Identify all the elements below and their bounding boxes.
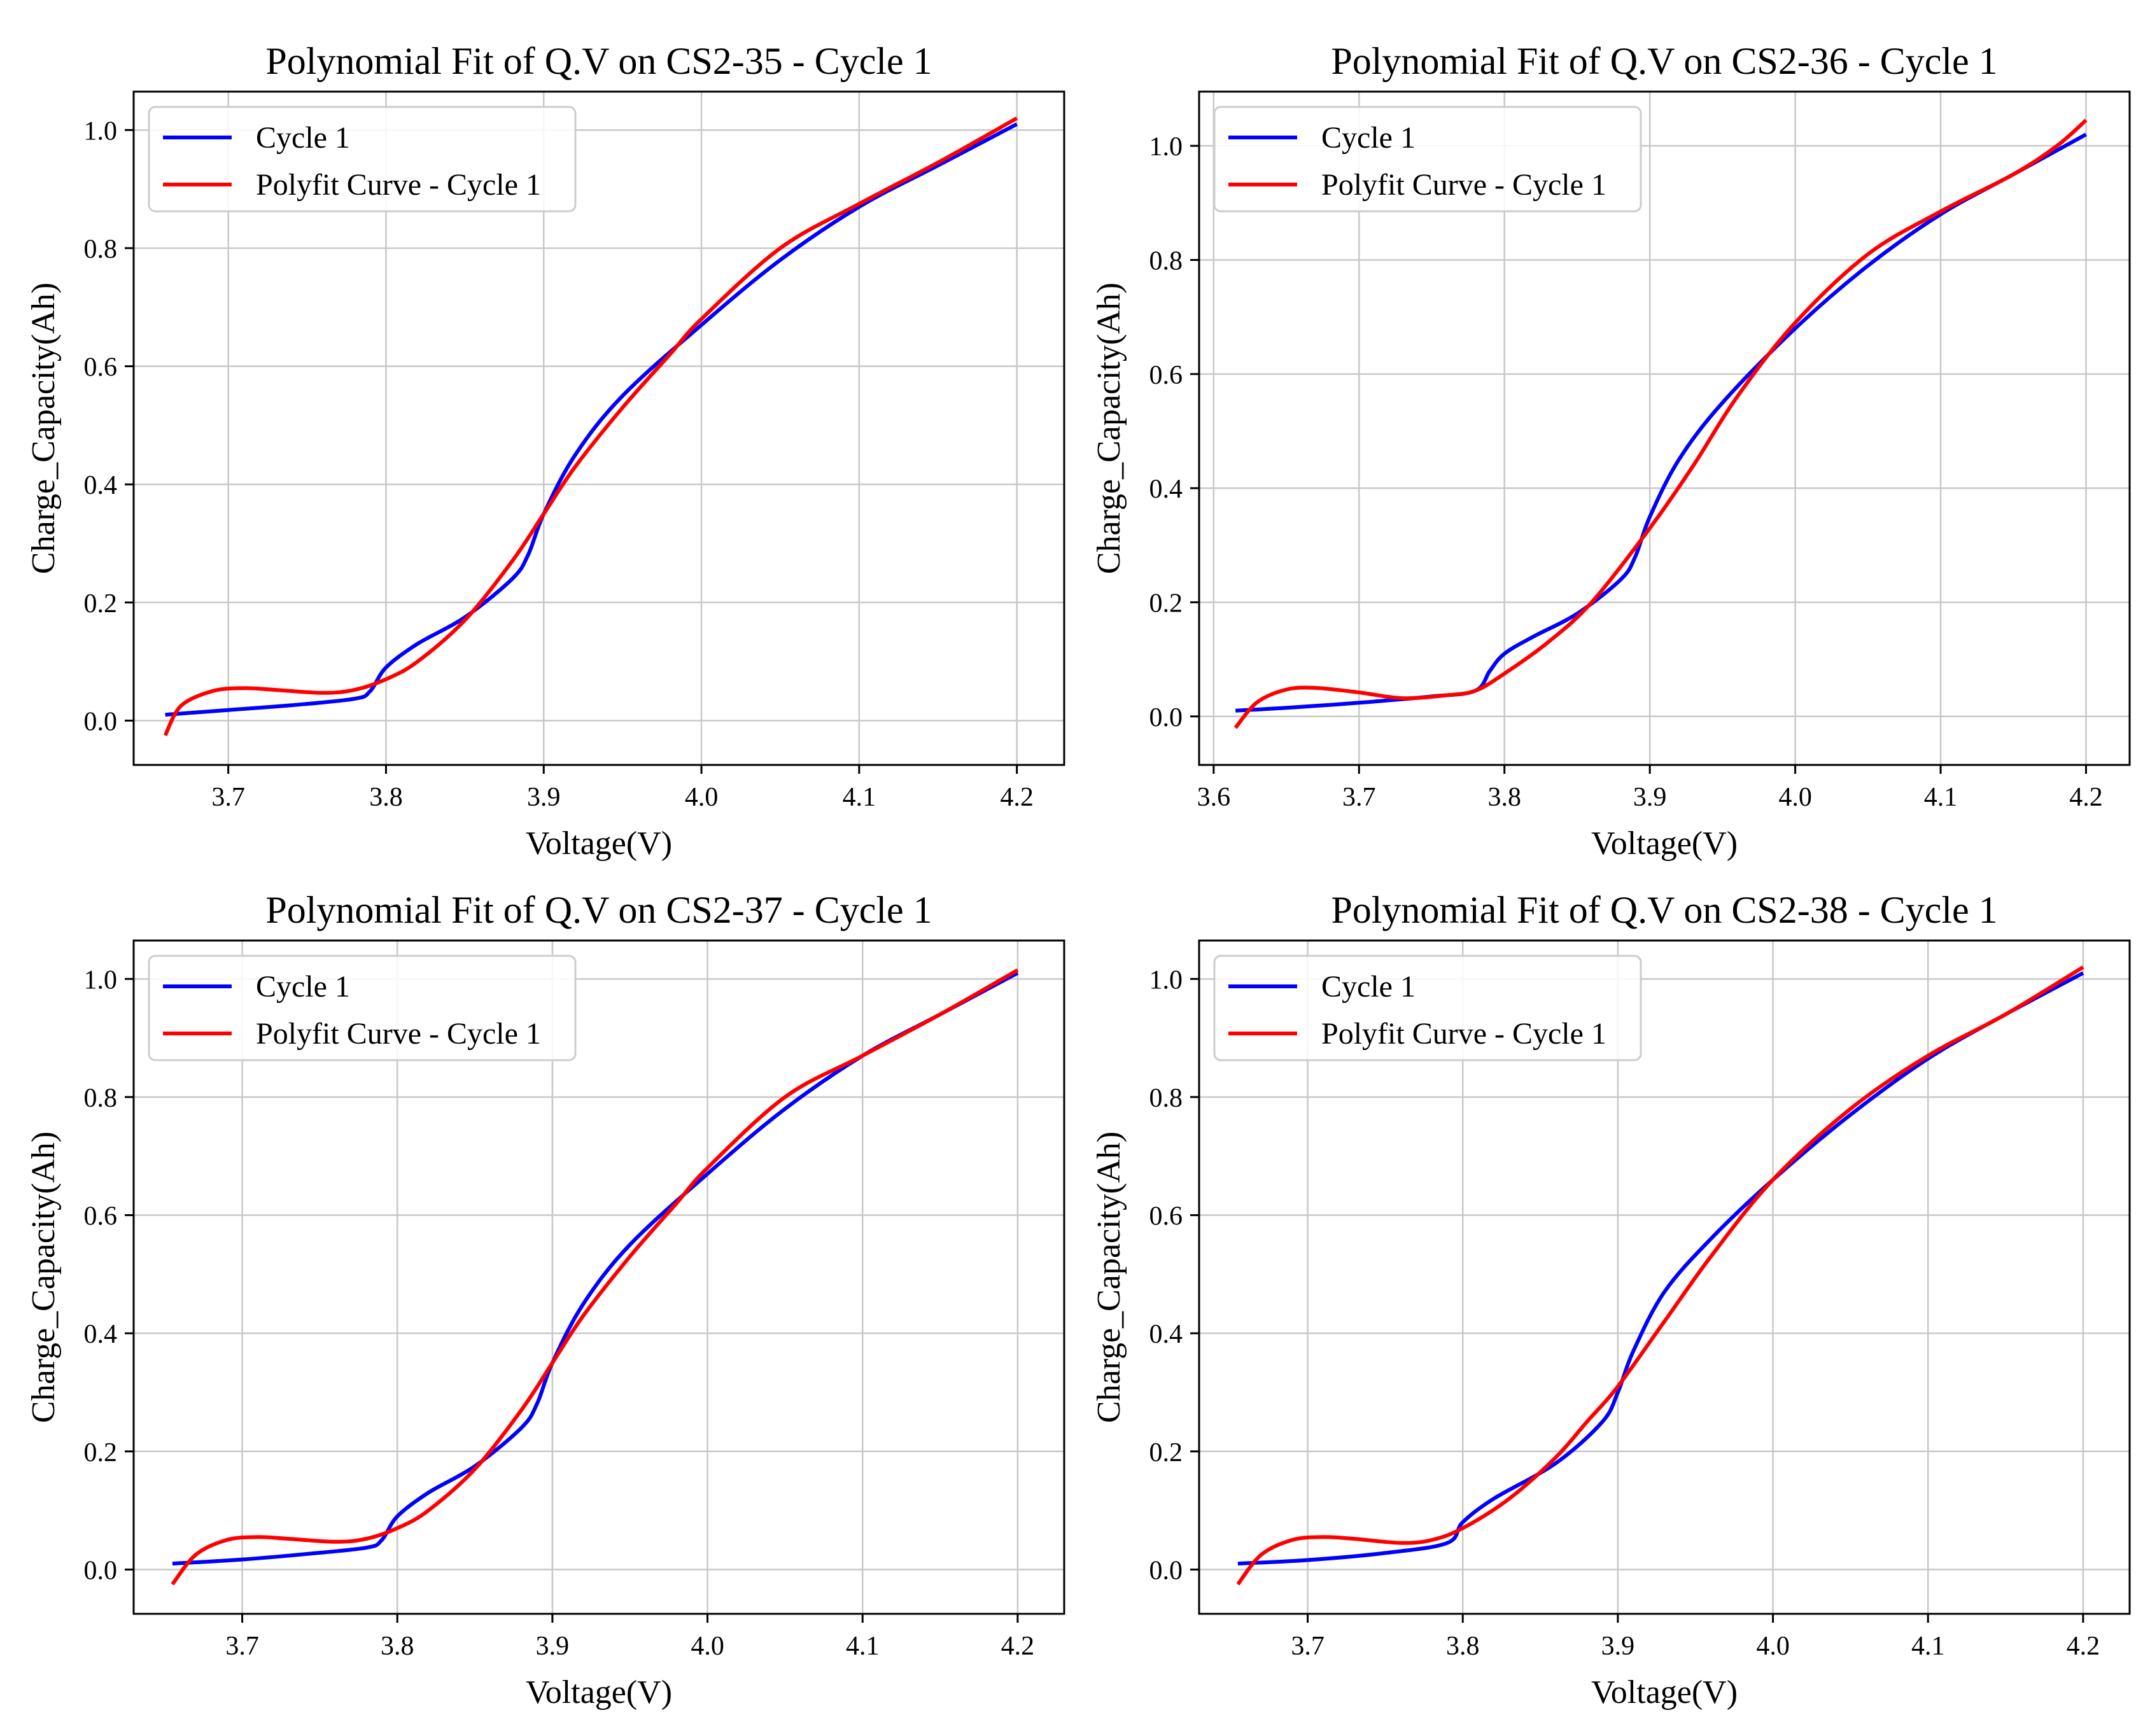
y-tick-label: 0.2 bbox=[1149, 589, 1183, 618]
x-tick-label: 3.7 bbox=[1342, 783, 1376, 812]
y-tick-label: 0.6 bbox=[1149, 1202, 1183, 1231]
legend: Cycle 1 Polyfit Curve - Cycle 1 bbox=[1213, 955, 1642, 1061]
x-tick-label: 4.2 bbox=[1001, 1632, 1035, 1661]
y-tick-label: 1.0 bbox=[84, 116, 118, 146]
x-tick-label: 3.9 bbox=[1601, 1632, 1635, 1661]
legend-box bbox=[1213, 955, 1642, 1061]
x-tick-label: 4.1 bbox=[1911, 1632, 1945, 1661]
axes-frame bbox=[1198, 90, 2131, 766]
legend-box bbox=[1213, 106, 1642, 213]
x-tick-label: 3.9 bbox=[536, 1632, 570, 1661]
series-line-polyfit bbox=[1233, 118, 2088, 729]
y-axis-label: Charge_Capacity(Ah) bbox=[25, 283, 62, 574]
y-tick-label: 0.8 bbox=[1149, 1084, 1183, 1113]
legend-label: Polyfit Curve - Cycle 1 bbox=[1321, 1017, 1606, 1051]
y-tick-label: 0.0 bbox=[1149, 1556, 1183, 1585]
series-line-polyfit bbox=[163, 116, 1018, 737]
x-tick-label: 3.8 bbox=[381, 1632, 414, 1661]
x-tick-label: 4.0 bbox=[1756, 1632, 1790, 1661]
x-tick-label: 4.1 bbox=[1924, 783, 1958, 812]
legend: Cycle 1 Polyfit Curve - Cycle 1 bbox=[1213, 106, 1642, 213]
x-tick-label: 3.7 bbox=[1291, 1632, 1324, 1661]
x-tick-label: 3.9 bbox=[1633, 783, 1667, 812]
y-tick-label: 0.6 bbox=[1149, 361, 1183, 390]
chart-panel-2: 3.6 3.7 3.8 3.9 4.0 4.1 4.2 0.0 0.2 0.4 0.6 0.8 1.0 P… bbox=[1091, 40, 2131, 862]
y-tick-label: 0.4 bbox=[1149, 1320, 1183, 1349]
x-tick-label: 4.1 bbox=[846, 1632, 880, 1661]
legend-label: Cycle 1 bbox=[1321, 970, 1416, 1004]
series-line-cycle-1 bbox=[172, 971, 1019, 1566]
y-tick-label: 0.0 bbox=[84, 707, 118, 736]
legend-label: Polyfit Curve - Cycle 1 bbox=[1321, 168, 1606, 202]
chart-panel-1: 3.7 3.8 3.9 4.0 4.1 4.2 0.0 0.2 0.4 0.6 0.8 1.0 Poly… bbox=[25, 40, 1065, 862]
legend-label: Cycle 1 bbox=[1321, 121, 1416, 155]
y-tick-label: 0.2 bbox=[1149, 1438, 1183, 1467]
series-line-polyfit bbox=[1236, 965, 2084, 1586]
x-tick-label: 3.8 bbox=[1487, 783, 1521, 812]
y-tick-label: 0.0 bbox=[84, 1556, 118, 1585]
y-tick-label: 1.0 bbox=[1149, 132, 1183, 162]
chart-title: Polynomial Fit of Q.V on CS2-36 - Cycle … bbox=[1331, 40, 1997, 82]
x-tick-label: 3.8 bbox=[1446, 1632, 1480, 1661]
chart-title: Polynomial Fit of Q.V on CS2-35 - Cycle … bbox=[265, 40, 932, 82]
x-tick-label: 4.1 bbox=[843, 783, 876, 812]
x-tick-label: 3.9 bbox=[527, 783, 561, 812]
y-tick-label: 0.0 bbox=[1149, 703, 1183, 732]
legend-label: Polyfit Curve - Cycle 1 bbox=[256, 168, 541, 202]
y-tick-label: 0.4 bbox=[84, 471, 118, 500]
chart-panel-3: 3.7 3.8 3.9 4.0 4.1 4.2 0.0 0.2 0.4 0.6 0.8 1.0 Poly… bbox=[25, 889, 1065, 1711]
x-tick-label: 3.8 bbox=[369, 783, 403, 812]
x-axis-label: Voltage(V) bbox=[526, 1674, 672, 1711]
x-tick-label: 3.7 bbox=[211, 783, 245, 812]
y-tick-label: 0.8 bbox=[84, 235, 118, 264]
y-tick-label: 1.0 bbox=[1149, 965, 1183, 995]
x-tick-label: 4.0 bbox=[691, 1632, 724, 1661]
legend-label: Cycle 1 bbox=[256, 121, 350, 155]
y-tick-label: 0.6 bbox=[84, 1202, 118, 1231]
y-tick-label: 0.2 bbox=[84, 1438, 118, 1467]
chart-title: Polynomial Fit of Q.V on CS2-38 - Cycle … bbox=[1331, 889, 1997, 931]
axes-frame bbox=[132, 90, 1065, 766]
y-tick-label: 0.4 bbox=[84, 1320, 118, 1349]
x-tick-label: 3.7 bbox=[225, 1632, 259, 1661]
x-tick-label: 3.6 bbox=[1197, 783, 1231, 812]
y-tick-label: 0.6 bbox=[84, 353, 118, 382]
y-tick-label: 1.0 bbox=[84, 965, 118, 995]
chart-panel-4: 3.7 3.8 3.9 4.0 4.1 4.2 0.0 0.2 0.4 0.6 0.8 1.0 Poly… bbox=[1091, 889, 2131, 1711]
series-line-cycle-1 bbox=[1237, 971, 2084, 1566]
chart-title: Polynomial Fit of Q.V on CS2-37 - Cycle … bbox=[265, 889, 932, 931]
axes-frame bbox=[1198, 939, 2131, 1615]
x-axis-label: Voltage(V) bbox=[526, 825, 672, 862]
legend-label: Cycle 1 bbox=[256, 970, 350, 1004]
x-tick-label: 4.2 bbox=[2067, 1632, 2100, 1661]
x-tick-label: 4.0 bbox=[685, 783, 719, 812]
axes-frame bbox=[132, 939, 1065, 1615]
y-tick-label: 0.8 bbox=[84, 1084, 118, 1113]
legend-label: Polyfit Curve - Cycle 1 bbox=[256, 1017, 541, 1051]
legend: Cycle 1 Polyfit Curve - Cycle 1 bbox=[148, 955, 577, 1061]
x-axis-label: Voltage(V) bbox=[1591, 825, 1738, 862]
y-axis-label: Charge_Capacity(Ah) bbox=[1091, 1131, 1127, 1423]
x-tick-label: 4.2 bbox=[2069, 783, 2103, 812]
y-tick-label: 0.8 bbox=[1149, 247, 1183, 276]
y-axis-label: Charge_Capacity(Ah) bbox=[1091, 283, 1127, 574]
x-tick-label: 4.2 bbox=[1000, 783, 1034, 812]
y-axis-label: Charge_Capacity(Ah) bbox=[25, 1131, 62, 1423]
x-axis-label: Voltage(V) bbox=[1591, 1674, 1738, 1711]
series-line-cycle-1 bbox=[165, 122, 1018, 717]
y-tick-label: 0.2 bbox=[84, 589, 118, 619]
x-tick-label: 4.0 bbox=[1778, 783, 1812, 812]
legend-box bbox=[148, 106, 577, 213]
series-line-polyfit bbox=[171, 968, 1019, 1586]
y-tick-label: 0.4 bbox=[1149, 475, 1183, 504]
legend-box bbox=[148, 955, 577, 1061]
legend: Cycle 1 Polyfit Curve - Cycle 1 bbox=[148, 106, 577, 213]
